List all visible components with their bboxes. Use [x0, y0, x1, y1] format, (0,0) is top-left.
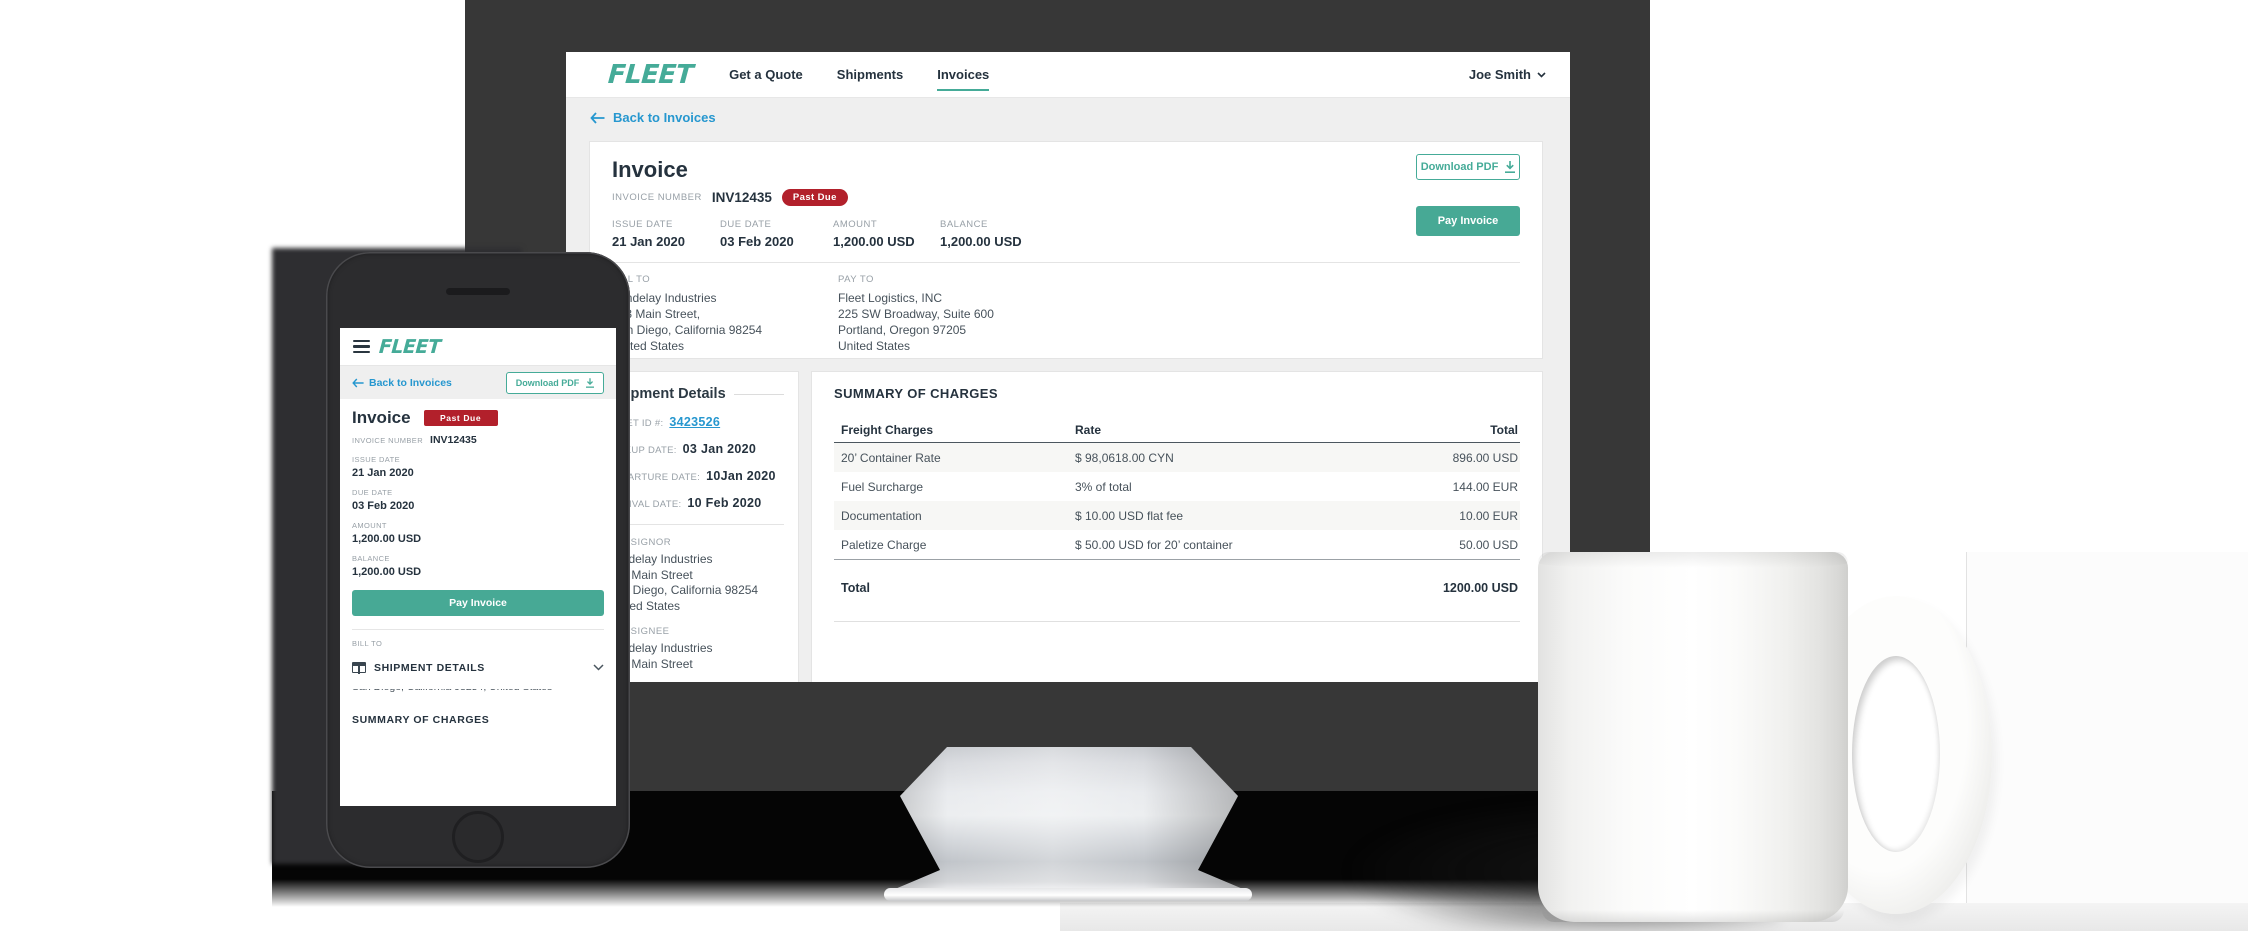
invoice-number: INV12435 [711, 190, 772, 205]
phone-device: FLEET Back to Invoices Download PDF Invo… [326, 252, 630, 868]
nav-item-shipments[interactable]: Shipments [836, 67, 904, 82]
coffee-mug [1538, 552, 1848, 922]
nav-item-get-a-quote[interactable]: Get a Quote [729, 67, 803, 82]
invoice-number: INV12435 [430, 434, 477, 446]
due-date-field: DUE DATE 03 Feb 2020 [352, 488, 415, 512]
pay-invoice-label: Pay Invoice [1437, 215, 1499, 227]
desktop-navbar: FLEET Get a Quote Shipments Invoices Joe… [566, 52, 1570, 98]
divider [352, 629, 604, 630]
phone-home-button [452, 811, 504, 863]
amount-field: AMOUNT 1,200.00 USD [352, 521, 422, 545]
title-rule [733, 393, 784, 395]
download-pdf-label: Download PDF [1420, 161, 1499, 173]
back-link-label: Back to Invoices [369, 376, 452, 389]
table-footer-rule [834, 559, 1520, 560]
monitor-stand [888, 747, 1250, 900]
summary-of-charges-label: SUMMARY OF CHARGES [352, 714, 490, 726]
phone-screen: FLEET Back to Invoices Download PDF Invo… [340, 328, 616, 806]
download-pdf-button[interactable]: Download PDF [1416, 154, 1520, 180]
consignee-block: CONSIGNEE Vandelay Industries 123 Main S… [608, 626, 713, 671]
download-icon [1505, 161, 1516, 173]
user-name: Joe Smith [1468, 67, 1531, 82]
summary-of-charges-section[interactable]: SUMMARY OF CHARGES [340, 700, 616, 806]
total-row: Total 1200.00 USD [841, 581, 1518, 595]
back-link-label: Back to Invoices [613, 110, 716, 125]
table-row: Paletize Charge $ 50.00 USD for 20’ cont… [841, 537, 1518, 552]
shipment-details-title: Shipment Details [608, 386, 726, 402]
shipment-details-accordion[interactable]: SHIPMENT DETAILS [340, 646, 616, 689]
divider [834, 621, 1520, 622]
consignor-block: CONSIGNOR Vandelay Industries 123 Main S… [608, 537, 759, 613]
divider [608, 524, 784, 525]
invoice-number-label: INVOICE NUMBER [612, 192, 702, 203]
table-row: 20’ Container Rate $ 98,0618.00 CYN 896.… [834, 443, 1520, 472]
fleet-logo-mobile[interactable]: FLEET [378, 335, 442, 358]
invoice-card: Invoice INVOICE NUMBER INV12435 Past Due… [590, 142, 1542, 358]
status-badge: Past Due [781, 189, 848, 206]
table-header: Freight Charges Rate Total [834, 417, 1520, 443]
arrival-date-field: ARRIVAL DATE: 10 Feb 2020 [608, 496, 762, 510]
shipment-details-label: SHIPMENT DETAILS [374, 661, 485, 674]
balance-field: BALANCE 1,200.00 USD [352, 554, 422, 578]
phone-speaker [446, 288, 510, 295]
summary-of-charges-card: SUMMARY OF CHARGES Freight Charges Rate … [812, 372, 1542, 682]
table-icon [352, 662, 366, 674]
chevron-down-icon [593, 664, 604, 671]
fleet-id-link[interactable]: 3423526 [669, 415, 721, 429]
due-date-field: DUE DATE 03 Feb 2020 [720, 219, 794, 249]
bill-to-block: BILL TO Vandelay Industries 123 Main Str… [612, 274, 763, 353]
pay-to-block: PAY TO Fleet Logistics, INC 225 SW Broad… [838, 274, 994, 353]
invoice-number-label: INVOICE NUMBER [352, 435, 424, 445]
mobile-backbar: Back to Invoices Download PDF [340, 366, 616, 399]
summary-title: SUMMARY OF CHARGES [834, 386, 998, 401]
amount-field: AMOUNT 1,200.00 USD [833, 219, 915, 249]
balance-field: BALANCE 1,200.00 USD [940, 219, 1022, 249]
pickup-date-field: PICKUP DATE: 03 Jan 2020 [608, 442, 757, 456]
fleet-logo[interactable]: FLEET [606, 59, 695, 90]
table-row: Documentation $ 10.00 USD flat fee 10.00… [834, 501, 1520, 530]
mug-handle-hole [1852, 656, 1940, 852]
back-to-invoices-link-mobile[interactable]: Back to Invoices [352, 377, 452, 389]
departure-date-field: DEPARTURE DATE: 10Jan 2020 [608, 469, 776, 483]
mobile-navbar: FLEET [340, 328, 616, 366]
download-pdf-label: Download PDF [515, 377, 580, 388]
divider [612, 262, 1520, 263]
arrow-left-icon [352, 378, 364, 387]
issue-date-field: ISSUE DATE 21 Jan 2020 [612, 219, 686, 249]
monitor-stand-base [884, 888, 1252, 901]
back-to-invoices-link[interactable]: Back to Invoices [590, 110, 716, 125]
nav-item-invoices[interactable]: Invoices [937, 67, 990, 91]
issue-date-field: ISSUE DATE 21 Jan 2020 [352, 455, 414, 479]
status-badge: Past Due [423, 410, 498, 426]
download-icon [586, 377, 595, 388]
user-menu[interactable]: Joe Smith [1469, 67, 1546, 82]
page-title: Invoice [352, 408, 411, 427]
pay-invoice-label: Pay Invoice [449, 597, 507, 609]
page-title: Invoice [612, 157, 688, 182]
chevron-down-icon [1537, 71, 1546, 78]
desk-wall-edge [1966, 552, 2248, 931]
pay-invoice-button-mobile[interactable]: Pay Invoice [352, 590, 604, 616]
arrow-left-icon [590, 111, 605, 124]
desktop-screen: FLEET Get a Quote Shipments Invoices Joe… [566, 52, 1570, 682]
fleet-id-field: FLEET ID #: 3423526 [608, 415, 721, 429]
table-row: Fuel Surcharge 3% of total 144.00 EUR [841, 479, 1518, 494]
charges-table: Freight Charges Rate Total 20’ Container… [834, 417, 1520, 622]
download-pdf-button-mobile[interactable]: Download PDF [506, 371, 604, 394]
pay-invoice-button[interactable]: Pay Invoice [1416, 206, 1520, 236]
hamburger-menu-icon[interactable] [353, 339, 370, 354]
